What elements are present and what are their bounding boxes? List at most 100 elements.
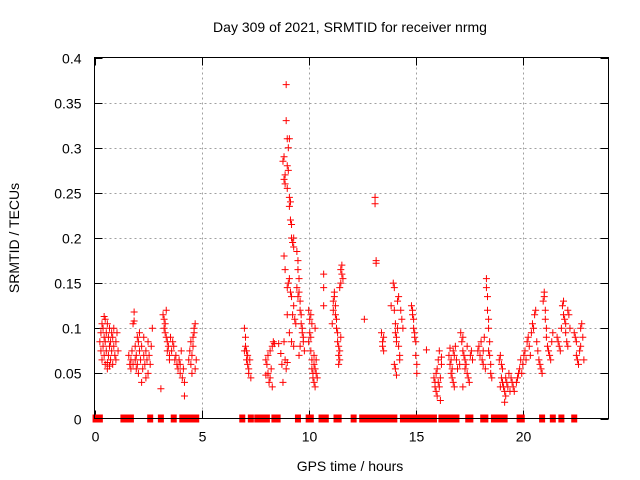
data-point — [390, 306, 398, 314]
data-point — [571, 333, 579, 341]
data-point — [240, 347, 248, 355]
data-point — [297, 320, 305, 328]
data-point — [144, 338, 152, 346]
data-point — [479, 360, 487, 368]
data-point — [138, 342, 146, 350]
data-point — [310, 378, 318, 386]
data-point — [180, 392, 188, 400]
data-point — [422, 346, 430, 354]
data-point — [128, 347, 136, 355]
data-point — [379, 342, 387, 350]
data-point — [278, 360, 286, 368]
data-point — [437, 353, 445, 361]
data-point — [525, 342, 533, 350]
data-point — [331, 311, 339, 319]
data-point — [487, 360, 495, 368]
data-point — [534, 347, 542, 355]
data-point — [447, 369, 455, 377]
data-point — [481, 365, 489, 373]
data-point — [510, 387, 518, 395]
data-point — [409, 311, 417, 319]
data-point — [265, 378, 273, 386]
data-point — [162, 306, 170, 314]
data-point — [396, 356, 404, 364]
x-tick-label: 20 — [516, 429, 532, 445]
data-point — [521, 347, 529, 355]
data-point — [530, 324, 538, 332]
data-point — [134, 369, 142, 377]
data-point — [142, 347, 150, 355]
data-point — [245, 369, 253, 377]
data-point — [457, 329, 465, 337]
data-point — [389, 279, 397, 287]
data-point — [557, 324, 565, 332]
data-point — [294, 266, 302, 274]
data-point — [99, 342, 107, 350]
data-point — [462, 360, 470, 368]
data-point — [145, 351, 153, 359]
data-point — [161, 329, 169, 337]
data-point — [188, 369, 196, 377]
data-point — [451, 342, 459, 350]
data-point — [560, 297, 568, 305]
data-point — [449, 378, 457, 386]
data-point — [142, 374, 150, 382]
data-point — [412, 338, 420, 346]
data-point — [464, 374, 472, 382]
data-point — [295, 275, 303, 283]
data-point — [286, 288, 294, 296]
data-point — [290, 234, 298, 242]
data-point — [310, 360, 318, 368]
x-axis-ticks: 0 5 10 15 20 — [92, 57, 532, 445]
data-point — [331, 302, 339, 310]
data-point — [566, 324, 574, 332]
x-axis-label: GPS time / hours — [297, 458, 404, 474]
data-point — [570, 329, 578, 337]
data-point — [306, 329, 314, 337]
data-point — [522, 356, 530, 364]
data-point — [241, 333, 249, 341]
data-point — [241, 342, 249, 350]
data-point — [495, 356, 503, 364]
data-point — [329, 306, 337, 314]
data-point — [336, 356, 344, 364]
y-tick-label: 0.15 — [54, 276, 81, 292]
data-point — [240, 324, 248, 332]
data-point — [433, 365, 441, 373]
data-point — [430, 374, 438, 382]
data-point — [477, 338, 485, 346]
data-point — [459, 333, 467, 341]
data-point — [329, 297, 337, 305]
data-point — [528, 320, 536, 328]
data-point — [268, 383, 276, 391]
data-point — [480, 333, 488, 341]
data-point — [290, 342, 298, 350]
data-point — [104, 351, 112, 359]
data-point — [306, 315, 314, 323]
data-point — [524, 333, 532, 341]
plot-frame — [94, 57, 609, 419]
data-point — [488, 374, 496, 382]
data-point — [516, 365, 524, 373]
data-point — [579, 333, 587, 341]
data-point — [247, 374, 255, 382]
data-point — [394, 297, 402, 305]
data-point — [410, 324, 418, 332]
data-point — [454, 365, 462, 373]
data-point — [262, 371, 270, 379]
data-point — [131, 342, 139, 350]
data-point — [191, 320, 199, 328]
data-point — [296, 342, 304, 350]
data-point — [371, 193, 379, 201]
data-point — [293, 248, 301, 256]
data-point — [335, 342, 343, 350]
data-point — [328, 320, 336, 328]
data-point — [435, 383, 443, 391]
data-point — [539, 297, 547, 305]
data-point — [561, 315, 569, 323]
data-point — [461, 356, 469, 364]
data-point — [399, 324, 407, 332]
data-point — [109, 333, 117, 341]
data-point — [485, 347, 493, 355]
data-point — [377, 329, 385, 337]
